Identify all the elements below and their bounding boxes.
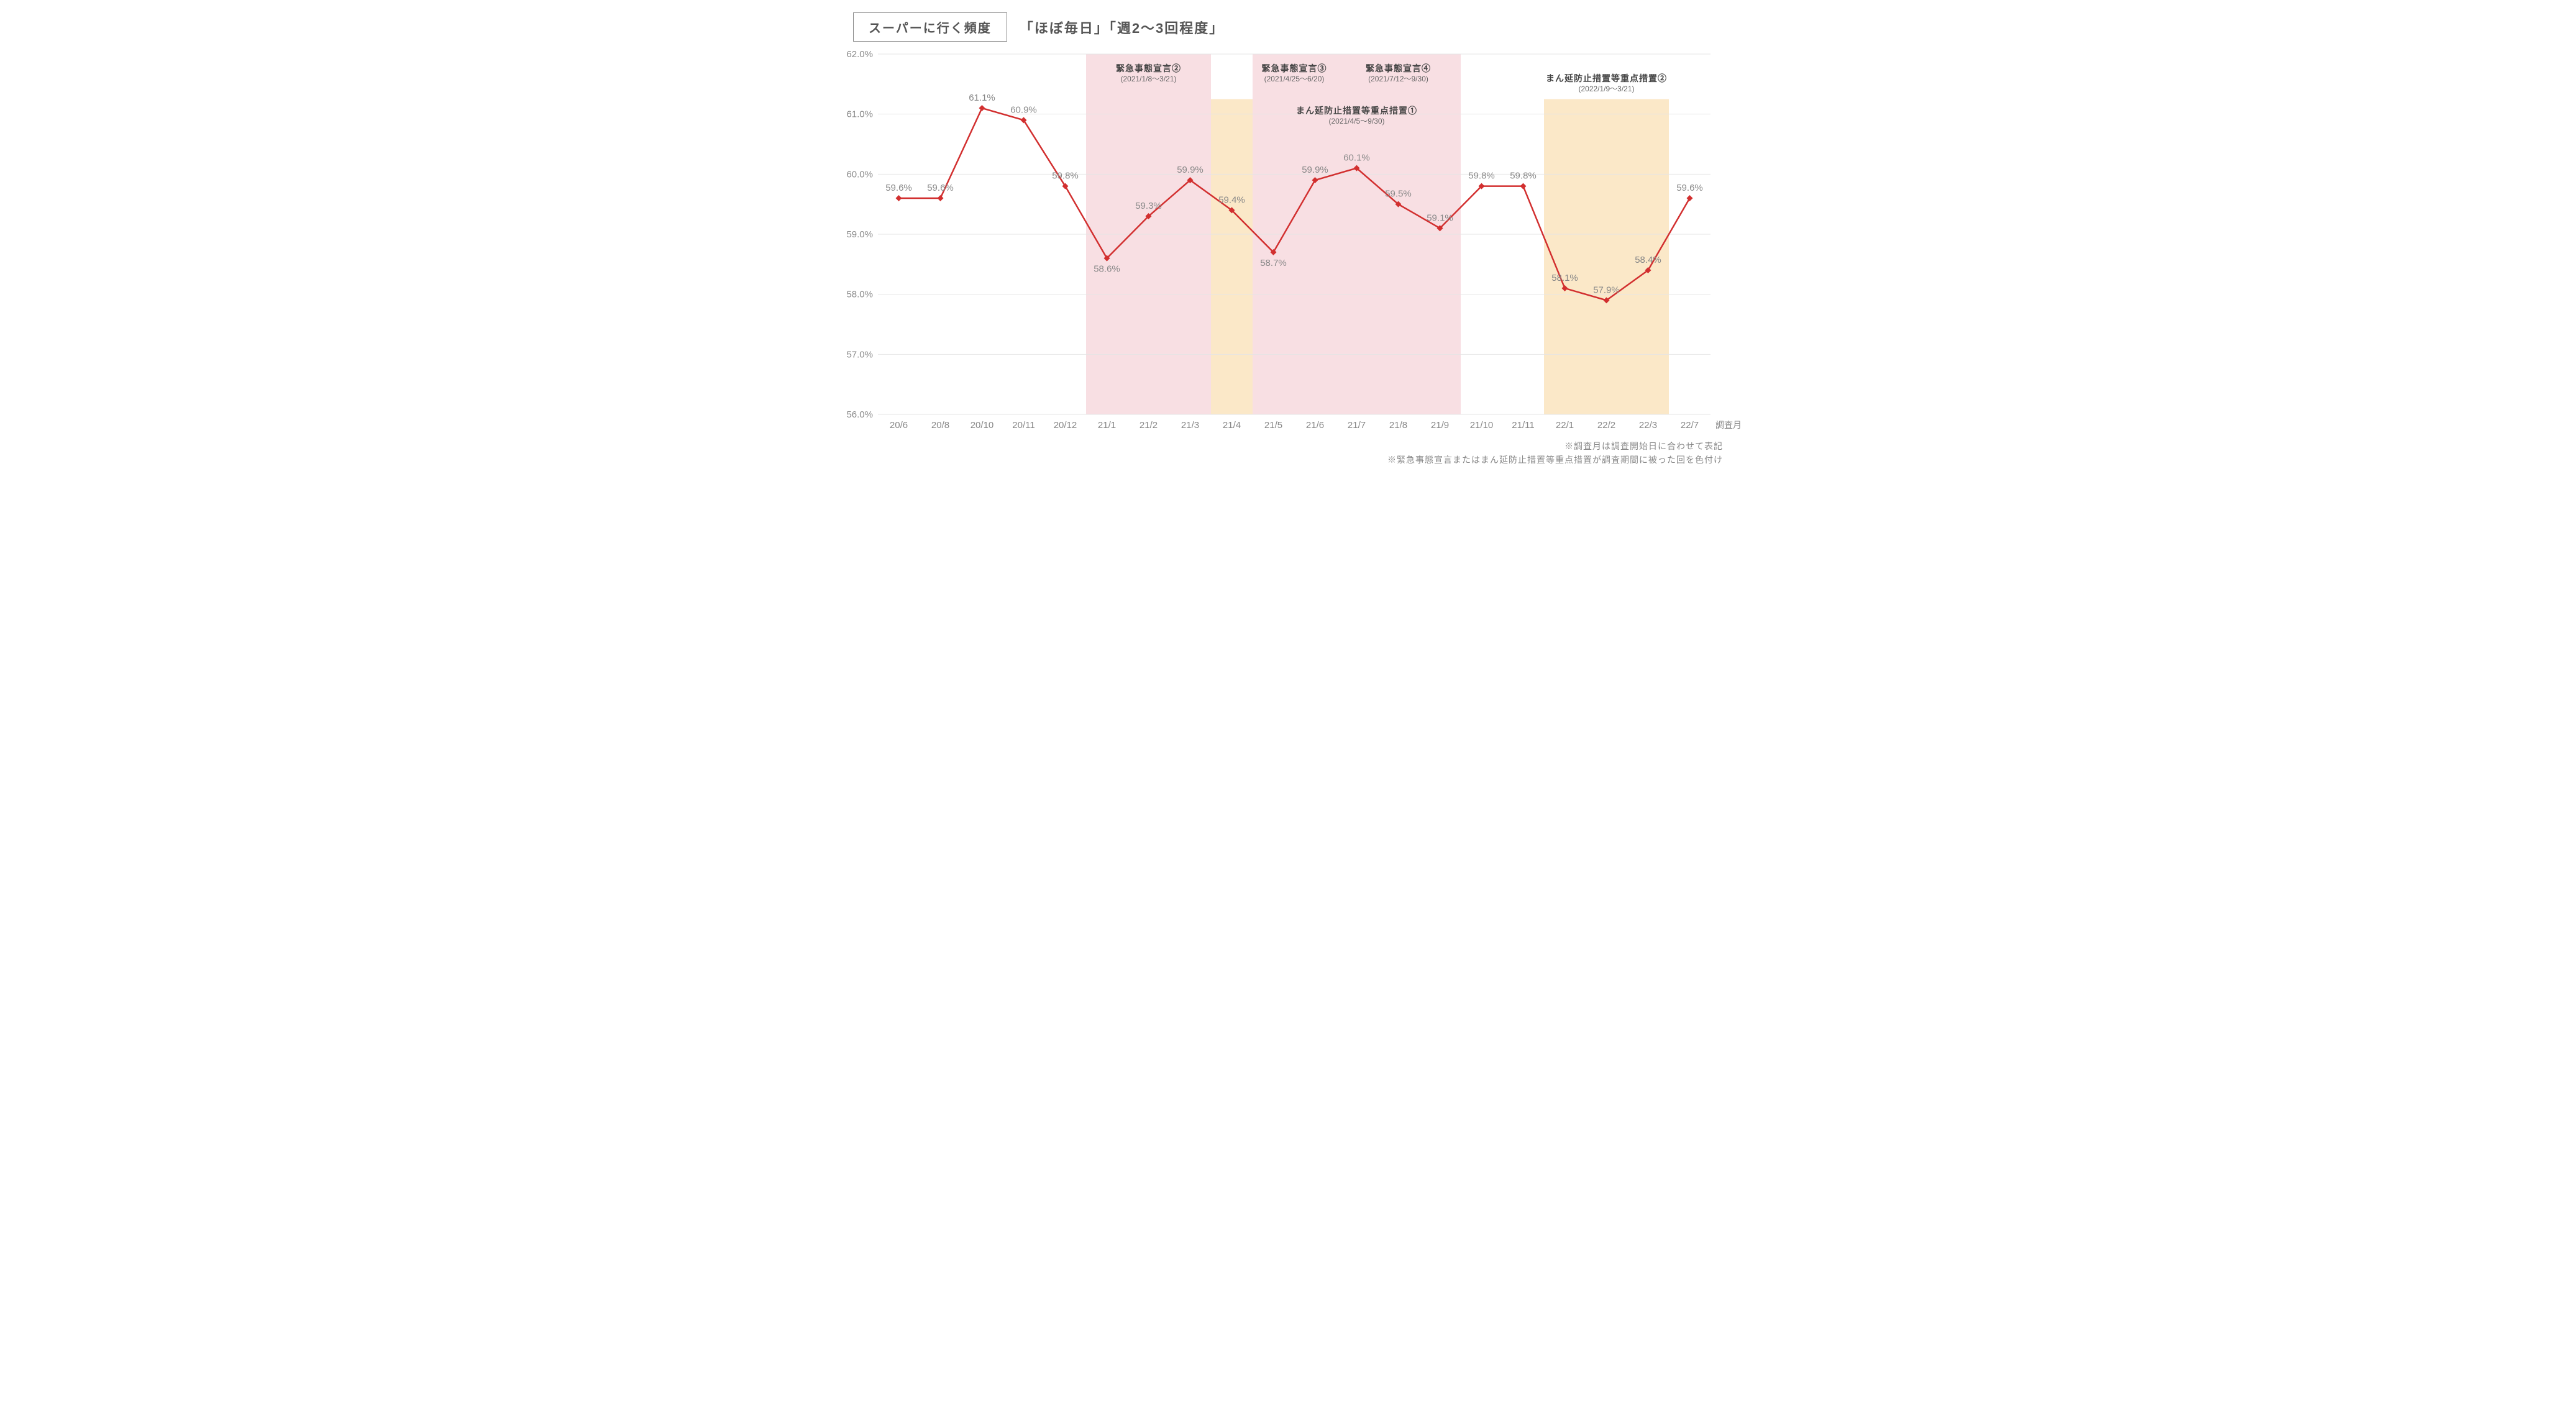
footnote-2: ※緊急事態宣言またはまん延防止措置等重点措置が調査期間に被った回を色付け xyxy=(834,453,1723,467)
band-title: まん延防止措置等重点措置② xyxy=(1546,73,1667,83)
data-label: 58.4% xyxy=(1635,255,1661,265)
data-label: 59.8% xyxy=(1468,171,1495,181)
band-subtitle: (2021/4/25～6/20) xyxy=(1264,75,1325,83)
y-tick-label: 57.0% xyxy=(846,349,873,360)
x-tick-label: 20/10 xyxy=(971,420,994,431)
data-label: 60.1% xyxy=(1343,153,1370,163)
footnotes: ※調査月は調査開始日に合わせて表記 ※緊急事態宣言またはまん延防止措置等重点措置… xyxy=(834,439,1742,467)
x-tick-label: 21/9 xyxy=(1431,420,1449,431)
data-label: 59.8% xyxy=(1052,171,1079,181)
chart-subtitle: 「ほぼ毎日」「週2～3回程度」 xyxy=(1020,17,1224,37)
x-tick-label: 21/1 xyxy=(1098,420,1116,431)
y-tick-label: 56.0% xyxy=(846,409,873,420)
x-tick-label: 21/3 xyxy=(1181,420,1199,431)
data-marker xyxy=(1687,195,1693,201)
x-tick-label: 20/12 xyxy=(1054,420,1077,431)
x-tick-label: 21/5 xyxy=(1264,420,1282,431)
title-box: スーパーに行く頻度 xyxy=(853,12,1007,42)
data-label: 59.9% xyxy=(1177,165,1204,175)
x-tick-label: 21/4 xyxy=(1223,420,1241,431)
band-title: 緊急事態宣言③ xyxy=(1262,63,1327,73)
y-tick-label: 59.0% xyxy=(846,229,873,240)
data-marker xyxy=(979,105,985,111)
x-tick-label: 20/8 xyxy=(931,420,949,431)
data-label: 59.6% xyxy=(885,183,912,193)
x-tick-label: 22/3 xyxy=(1639,420,1657,431)
data-label: 58.7% xyxy=(1260,258,1287,268)
chart-header: スーパーに行く頻度 「ほぼ毎日」「週2～3回程度」 xyxy=(853,12,1742,42)
band-subtitle: (2021/4/5～9/30) xyxy=(1328,117,1384,125)
x-tick-label: 21/6 xyxy=(1306,420,1324,431)
x-tick-label: 21/10 xyxy=(1470,420,1494,431)
band-subtitle: (2021/1/8～3/21) xyxy=(1120,75,1176,83)
x-tick-label: 21/7 xyxy=(1348,420,1366,431)
data-label: 59.6% xyxy=(1676,183,1703,193)
band-subtitle: (2021/7/12～9/30) xyxy=(1368,75,1428,83)
y-tick-label: 61.0% xyxy=(846,109,873,120)
data-label: 58.1% xyxy=(1551,273,1578,283)
x-tick-label: 22/2 xyxy=(1597,420,1615,431)
y-tick-label: 60.0% xyxy=(846,169,873,180)
x-axis-label: 調査月 xyxy=(1715,420,1742,430)
data-label: 59.5% xyxy=(1385,189,1412,199)
x-tick-label: 20/11 xyxy=(1012,420,1035,431)
x-tick-label: 22/7 xyxy=(1681,420,1699,431)
data-label: 59.4% xyxy=(1218,194,1245,205)
y-tick-label: 62.0% xyxy=(846,49,873,60)
x-tick-label: 22/1 xyxy=(1556,420,1574,431)
data-label: 59.9% xyxy=(1302,165,1328,175)
band-subtitle: (2022/1/9～3/21) xyxy=(1578,84,1634,93)
x-tick-label: 21/11 xyxy=(1512,420,1534,431)
data-label: 59.3% xyxy=(1135,201,1162,211)
data-marker xyxy=(1520,183,1527,189)
data-label: 59.8% xyxy=(1510,171,1537,181)
data-label: 58.6% xyxy=(1094,264,1120,275)
data-label: 57.9% xyxy=(1593,285,1620,295)
band-title: 緊急事態宣言② xyxy=(1116,63,1181,73)
y-tick-label: 58.0% xyxy=(846,290,873,300)
x-tick-label: 21/8 xyxy=(1389,420,1407,431)
data-label: 60.9% xyxy=(1010,104,1037,115)
band-title: 緊急事態宣言④ xyxy=(1366,63,1431,73)
x-tick-label: 20/6 xyxy=(890,420,908,431)
data-label: 61.1% xyxy=(969,93,995,103)
data-marker xyxy=(896,195,902,201)
data-label: 59.6% xyxy=(927,183,954,193)
band-title: まん延防止措置等重点措置① xyxy=(1296,106,1417,116)
line-chart: 56.0% 57.0% 58.0% 59.0% 60.0% 61.0% 62.0% 20/6 2… xyxy=(834,48,1742,439)
x-tick-label: 21/2 xyxy=(1140,420,1158,431)
data-label: 59.1% xyxy=(1427,212,1453,223)
data-marker xyxy=(938,195,944,201)
footnote-1: ※調査月は調査開始日に合わせて表記 xyxy=(834,439,1723,453)
